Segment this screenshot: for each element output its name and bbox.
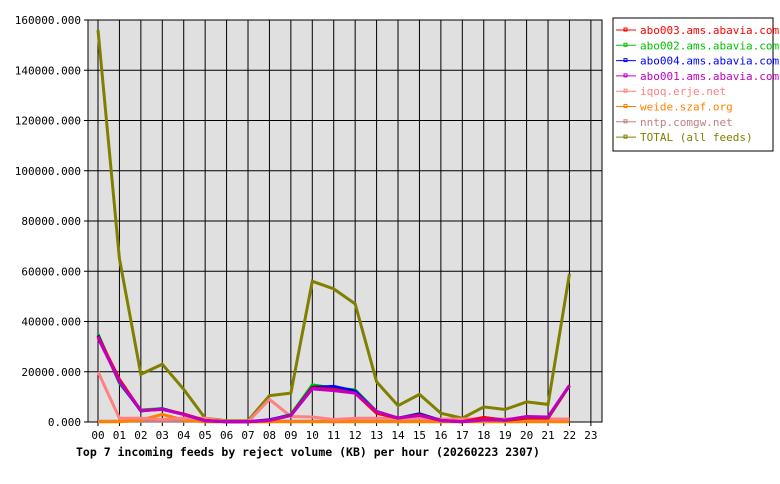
legend-box (612, 17, 774, 152)
legend-label: TOTAL (all feeds) (640, 131, 753, 144)
y-axis: 0.000 20000.000 40000.000 60000.000 80000.00… (15, 14, 81, 429)
y-tick-label: 100000.000 (15, 165, 81, 178)
x-tick-label: 17 (456, 429, 469, 442)
series-lines (96, 29, 571, 424)
x-tick-label: 06 (220, 429, 233, 442)
legend-item: iqoq.erje.net (616, 85, 726, 98)
legend-marker (623, 119, 628, 124)
x-tick-label: 14 (391, 429, 405, 442)
x-tick-label: 16 (434, 429, 447, 442)
legend-label: weide.szaf.org (640, 101, 733, 114)
legend-label: abo001.ams.abavia.com (640, 70, 779, 83)
legend: abo003.ams.abavia.com abo002.ams.abavia.c… (612, 17, 779, 152)
y-tick-label: 60000.000 (21, 265, 81, 278)
y-tick-label: 0.000 (48, 416, 81, 429)
y-tick-label: 20000.000 (21, 366, 81, 379)
x-tick-label: 20 (520, 429, 533, 442)
x-tick-label: 09 (284, 429, 297, 442)
x-tick-label: 22 (563, 429, 576, 442)
legend-item: abo002.ams.abavia.com (616, 39, 779, 52)
legend-marker (623, 58, 628, 63)
legend-item: weide.szaf.org (616, 101, 733, 114)
x-tick-label: 08 (263, 429, 276, 442)
y-tick-label: 80000.000 (21, 215, 81, 228)
y-tick-label: 160000.000 (15, 14, 81, 27)
x-tick-label: 19 (499, 429, 512, 442)
series-line-7 (96, 29, 571, 423)
x-tick-label: 10 (306, 429, 319, 442)
legend-item: nntp.comgw.net (616, 116, 733, 129)
x-tick-label: 13 (370, 429, 383, 442)
x-tick-label: 07 (241, 429, 254, 442)
x-tick-label: 04 (177, 429, 191, 442)
x-tick-label: 18 (477, 429, 490, 442)
series-line-3 (96, 337, 571, 424)
x-tick-label: 00 (91, 429, 104, 442)
chart-title: Top 7 incoming feeds by reject volume (K… (76, 445, 540, 459)
x-tick-label: 21 (541, 429, 554, 442)
x-tick-label: 23 (584, 429, 597, 442)
y-tick-label: 120000.000 (15, 115, 81, 128)
x-tick-label: 15 (413, 429, 426, 442)
legend-marker (623, 27, 628, 32)
x-tick-label: 01 (113, 429, 126, 442)
legend-marker (623, 104, 628, 108)
legend-label: iqoq.erje.net (640, 85, 726, 98)
legend-item: abo003.ams.abavia.com (616, 24, 779, 37)
legend-marker (623, 73, 628, 78)
x-tick-label: 11 (327, 429, 340, 442)
legend-marker (623, 134, 628, 139)
legend-label: abo004.ams.abavia.com (640, 55, 779, 68)
x-tick-label: 02 (134, 429, 147, 442)
legend-marker (623, 42, 628, 47)
legend-label: abo002.ams.abavia.com (640, 39, 779, 52)
x-tick-label: 03 (156, 429, 169, 442)
legend-item: TOTAL (all feeds) (616, 131, 753, 144)
x-axis: 00 01 02 03 04 05 06 07 08 09 10 11 12 13 14 15 16 17 18 19… (91, 429, 597, 442)
legend-item: abo001.ams.abavia.com (616, 70, 779, 83)
legend-item: abo004.ams.abavia.com (616, 55, 779, 68)
y-tick-label: 140000.000 (15, 64, 81, 77)
legend-label: nntp.comgw.net (640, 116, 733, 129)
legend-marker (623, 88, 628, 93)
x-tick-label: 05 (199, 429, 212, 442)
y-tick-label: 40000.000 (21, 316, 81, 329)
x-tick-label: 12 (349, 429, 362, 442)
legend-label: abo003.ams.abavia.com (640, 24, 779, 37)
